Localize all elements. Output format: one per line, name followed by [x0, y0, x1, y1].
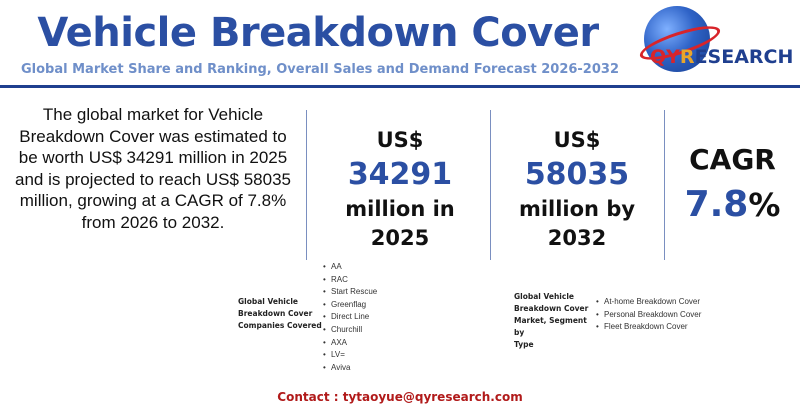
stat-2025-value: US$ 34291 million in 2025: [315, 126, 485, 253]
stat-year: 2025: [370, 226, 430, 250]
stat-suffix: million by: [518, 197, 636, 221]
contact-email[interactable]: Contact : tytaoyue@qyresearch.com: [277, 390, 523, 404]
stat-2032-value: US$ 58035 million by 2032: [492, 126, 662, 253]
list-item: Aviva: [323, 362, 377, 375]
stat-suffix: million in: [345, 197, 455, 221]
stat-prefix: US$: [553, 128, 601, 152]
qyresearch-logo: QYRESEARCH: [636, 4, 800, 86]
page-title: Vehicle Breakdown Cover: [37, 10, 599, 56]
stat-prefix: US$: [376, 128, 424, 152]
stat-number: 34291: [347, 157, 453, 192]
list-item: Churchill: [323, 324, 377, 337]
market-description: The global market for Vehicle Breakdown …: [15, 105, 291, 232]
segment-list: At-home Breakdown Cover Personal Breakdo…: [596, 296, 701, 334]
list-item: AXA: [323, 337, 377, 350]
list-item: At-home Breakdown Cover: [596, 296, 701, 309]
logo-text: QYRESEARCH: [650, 46, 794, 68]
list-item: Fleet Breakdown Cover: [596, 321, 701, 334]
list-item: Greenflag: [323, 299, 377, 312]
cagr-value: 7.8%: [684, 184, 781, 225]
list-item: RAC: [323, 274, 377, 287]
column-divider: [306, 110, 307, 260]
stat-cagr: CAGR 7.8%: [670, 142, 795, 228]
page-subtitle: Global Market Share and Ranking, Overall…: [21, 62, 619, 77]
cagr-label: CAGR: [689, 143, 776, 176]
list-item: Personal Breakdown Cover: [596, 309, 701, 322]
column-divider: [490, 110, 491, 260]
column-divider: [664, 110, 665, 260]
list-item: AA: [323, 261, 377, 274]
header-divider: [0, 85, 800, 88]
list-item: LV=: [323, 349, 377, 362]
stat-number: 58035: [524, 157, 630, 192]
list-item: Start Rescue: [323, 286, 377, 299]
list-item: Direct Line: [323, 311, 377, 324]
companies-list: AA RAC Start Rescue Greenflag Direct Lin…: [323, 261, 377, 374]
globe-icon: [644, 6, 710, 72]
stat-year: 2032: [547, 226, 607, 250]
segment-label: Global Vehicle Breakdown Cover Market, S…: [514, 292, 589, 349]
companies-label: Global Vehicle Breakdown Cover Companies…: [238, 297, 322, 330]
